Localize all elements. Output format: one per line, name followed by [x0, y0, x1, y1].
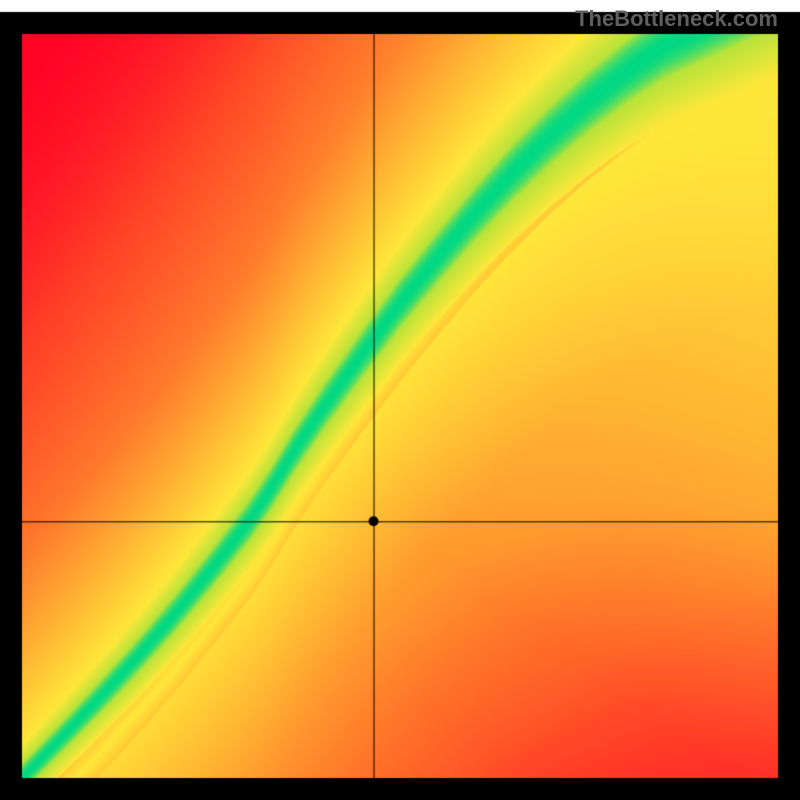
- heatmap-canvas: [0, 0, 800, 800]
- bottleneck-heatmap-container: TheBottleneck.com: [0, 0, 800, 800]
- watermark-text: TheBottleneck.com: [575, 6, 778, 32]
